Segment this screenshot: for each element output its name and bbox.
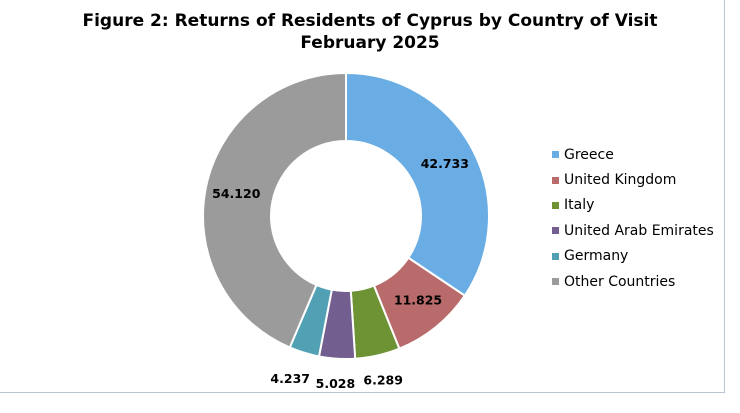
legend-item-other-countries: Other Countries (552, 269, 714, 294)
legend-item-italy: Italy (552, 193, 714, 218)
legend-item-greece: Greece (552, 142, 714, 167)
donut-slice-other-countries (202, 71, 347, 349)
legend-swatch (552, 176, 559, 184)
legend-swatch (552, 278, 559, 286)
legend-label: United Arab Emirates (564, 222, 714, 239)
data-label-other-countries: 54.120 (212, 186, 261, 201)
data-labels: 42.733 11.825 6.289 5.028 4.237 54.120 (212, 156, 469, 391)
legend-item-united-arab-emirates: United Arab Emirates (552, 218, 714, 243)
data-label-italy: 6.289 (363, 372, 403, 387)
legend-item-united-kingdom: United Kingdom (552, 167, 714, 192)
legend-label: United Kingdom (564, 172, 677, 189)
legend-swatch (552, 201, 559, 209)
chart-legend: Greece United Kingdom Italy United Arab Emi… (552, 142, 714, 294)
legend-swatch (552, 151, 559, 159)
chart-title: Figure 2: Returns of Residents of Cyprus… (82, 11, 658, 31)
data-label-united-arab-emirates: 5.028 (316, 376, 356, 391)
legend-item-germany: Germany (552, 244, 714, 269)
data-label-greece: 42.733 (421, 156, 469, 171)
chart-frame (0, 0, 725, 393)
data-label-germany: 4.237 (270, 371, 310, 386)
legend-label: Greece (564, 146, 614, 163)
donut-slices (202, 71, 490, 360)
legend-label: Germany (564, 248, 629, 265)
data-label-united-kingdom: 11.825 (394, 292, 442, 307)
chart-subtitle: February 2025 (300, 33, 440, 53)
donut-slice-greece (345, 71, 490, 298)
legend-swatch (552, 227, 559, 235)
legend-label: Italy (564, 197, 595, 214)
legend-swatch (552, 252, 559, 260)
chart-title-block: Figure 2: Returns of Residents of Cyprus… (0, 10, 740, 54)
legend-label: Other Countries (564, 273, 676, 290)
